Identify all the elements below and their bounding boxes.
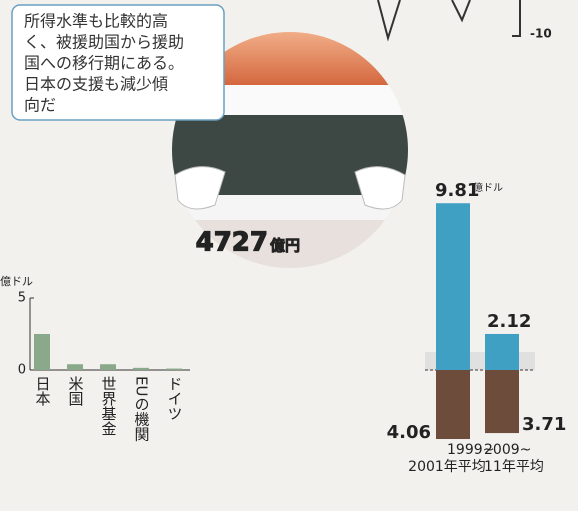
bar <box>100 364 116 370</box>
callout-box <box>11 4 225 121</box>
value-label: 9.81 <box>435 180 479 201</box>
fragment-label: -10 <box>530 27 552 41</box>
center-value: 4727 <box>196 228 268 258</box>
y-tick-label: 0 <box>18 363 26 378</box>
x-tick-label: 日本 <box>34 376 52 406</box>
x-tick-label: 米国 <box>67 376 85 406</box>
hand <box>354 166 406 210</box>
bar-down <box>485 370 519 434</box>
bar-up <box>485 333 519 370</box>
bar <box>67 364 83 370</box>
hand <box>174 166 226 210</box>
value-label: 3.71 <box>522 414 566 435</box>
callout-line: 所得水準も比較的高 <box>24 12 168 31</box>
value-label: 4.06 <box>387 422 431 443</box>
unit: 億ドル <box>473 181 503 194</box>
bar-up <box>436 203 470 370</box>
y-tick-label: 5 <box>18 291 26 306</box>
x-tick-label: EUの機関 <box>133 376 151 443</box>
callout-line: く、被援助国から援助 <box>24 33 184 52</box>
center-unit: 億円 <box>270 237 300 255</box>
callout-line: 向だ <box>24 96 56 115</box>
bar <box>133 367 149 370</box>
x-tick-label: 11年平均 <box>484 459 544 475</box>
x-tick-label: 1999~ <box>447 442 494 458</box>
fragment-chart <box>377 0 521 42</box>
callout-line: 日本の支援も減少傾 <box>24 75 168 94</box>
x-tick-label: 2001年平均 <box>408 459 486 475</box>
callout-line: 国への移行期にある。 <box>24 54 184 73</box>
x-tick-label: 世界基金 <box>100 376 118 436</box>
value-label: 2.12 <box>487 311 531 332</box>
bar <box>166 368 182 370</box>
bar-down <box>436 370 470 440</box>
y-unit: 億ドル <box>0 275 33 288</box>
bar <box>34 334 50 370</box>
x-tick-label: ドイツ <box>166 376 184 421</box>
x-tick-label: 2009~ <box>484 442 531 458</box>
